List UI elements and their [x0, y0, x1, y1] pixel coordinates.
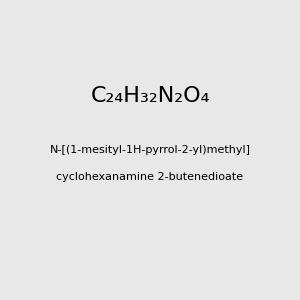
Text: C₂₄H₃₂N₂O₄: C₂₄H₃₂N₂O₄	[90, 86, 210, 106]
Text: cyclohexanamine 2-butenedioate: cyclohexanamine 2-butenedioate	[56, 172, 244, 182]
Text: N-[(1-mesityl-1H-pyrrol-2-yl)methyl]: N-[(1-mesityl-1H-pyrrol-2-yl)methyl]	[50, 145, 250, 155]
